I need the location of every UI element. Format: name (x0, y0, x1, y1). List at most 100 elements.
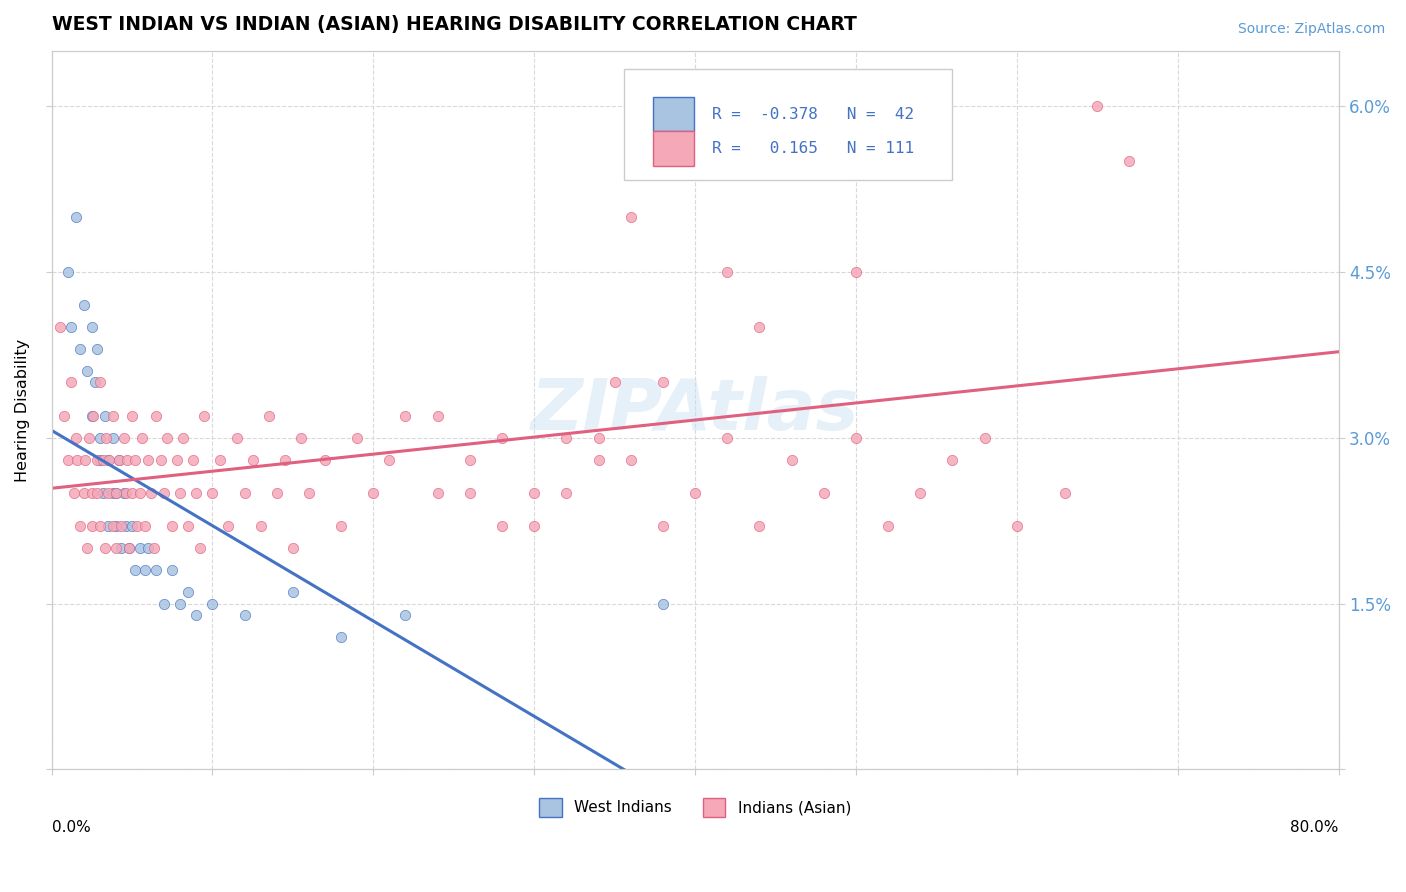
Point (80, 519, 103, 533)
Point (588, 452, 610, 467)
Point (104, 541, 127, 556)
Point (290, 431, 312, 445)
Point (651, 597, 673, 611)
Point (249, 519, 271, 533)
Point (651, 376, 673, 390)
Point (118, 541, 141, 556)
Point (104, 486, 127, 500)
Point (124, 452, 146, 467)
Point (242, 452, 264, 467)
Text: R =  -0.378   N =  42: R = -0.378 N = 42 (711, 106, 914, 121)
Point (780, 452, 803, 467)
Point (181, 452, 204, 467)
Point (394, 607, 416, 622)
Point (172, 431, 194, 445)
Point (114, 519, 136, 533)
Point (555, 431, 578, 445)
Legend: West Indians, Indians (Asian): West Indians, Indians (Asian) (533, 792, 858, 822)
Point (121, 409, 143, 423)
Point (76, 364, 98, 378)
Point (274, 452, 297, 467)
Point (136, 452, 159, 467)
Point (651, 519, 673, 533)
Point (218, 519, 240, 533)
Point (314, 452, 336, 467)
Point (523, 486, 546, 500)
Point (426, 409, 449, 423)
Point (86, 452, 108, 467)
Point (129, 541, 152, 556)
Point (188, 541, 211, 556)
Point (458, 486, 481, 500)
Point (169, 486, 191, 500)
Point (186, 486, 208, 500)
Point (378, 452, 401, 467)
Point (141, 486, 163, 500)
Point (169, 597, 191, 611)
Point (124, 563, 146, 577)
Point (56, 265, 79, 279)
Point (683, 486, 706, 500)
Point (77, 431, 100, 445)
Point (361, 486, 384, 500)
Point (233, 486, 256, 500)
Point (765, 121, 787, 136)
Point (716, 265, 738, 279)
Point (104, 486, 127, 500)
Point (89, 519, 111, 533)
Point (281, 541, 304, 556)
Point (143, 541, 166, 556)
Point (86, 486, 108, 500)
Point (89, 452, 111, 467)
Point (89, 376, 111, 390)
Point (458, 452, 481, 467)
Point (114, 486, 136, 500)
Point (1054, 486, 1077, 500)
Point (1118, 154, 1140, 169)
Point (134, 519, 156, 533)
Point (134, 563, 156, 577)
Point (491, 519, 513, 533)
Point (910, 486, 932, 500)
Point (93, 409, 115, 423)
Point (330, 519, 353, 533)
Point (108, 452, 131, 467)
Point (121, 519, 143, 533)
Point (346, 431, 368, 445)
Point (73, 298, 96, 312)
Point (96, 431, 118, 445)
FancyBboxPatch shape (652, 97, 693, 131)
Point (233, 607, 256, 622)
Point (177, 519, 200, 533)
Point (76, 541, 98, 556)
Text: 80.0%: 80.0% (1291, 820, 1339, 835)
Point (80, 409, 103, 423)
Point (118, 541, 141, 556)
Point (266, 486, 288, 500)
Point (201, 486, 224, 500)
Point (59, 320, 82, 334)
Text: WEST INDIAN VS INDIAN (ASIAN) HEARING DISABILITY CORRELATION CHART: WEST INDIAN VS INDIAN (ASIAN) HEARING DI… (52, 15, 856, 34)
Point (48, 320, 70, 334)
Point (748, 519, 770, 533)
Point (84, 376, 107, 390)
Point (1005, 519, 1028, 533)
Point (101, 431, 124, 445)
Point (59, 376, 82, 390)
Point (620, 210, 643, 224)
Point (153, 597, 176, 611)
Point (845, 431, 868, 445)
Point (101, 486, 124, 500)
Point (160, 519, 183, 533)
Point (298, 486, 321, 500)
Point (80, 486, 103, 500)
Point (80, 320, 103, 334)
Point (108, 452, 131, 467)
Point (281, 585, 304, 599)
Point (110, 541, 132, 556)
Point (153, 486, 176, 500)
Point (145, 409, 167, 423)
Y-axis label: Hearing Disability: Hearing Disability (15, 338, 30, 482)
Point (98, 452, 121, 467)
Point (112, 431, 135, 445)
